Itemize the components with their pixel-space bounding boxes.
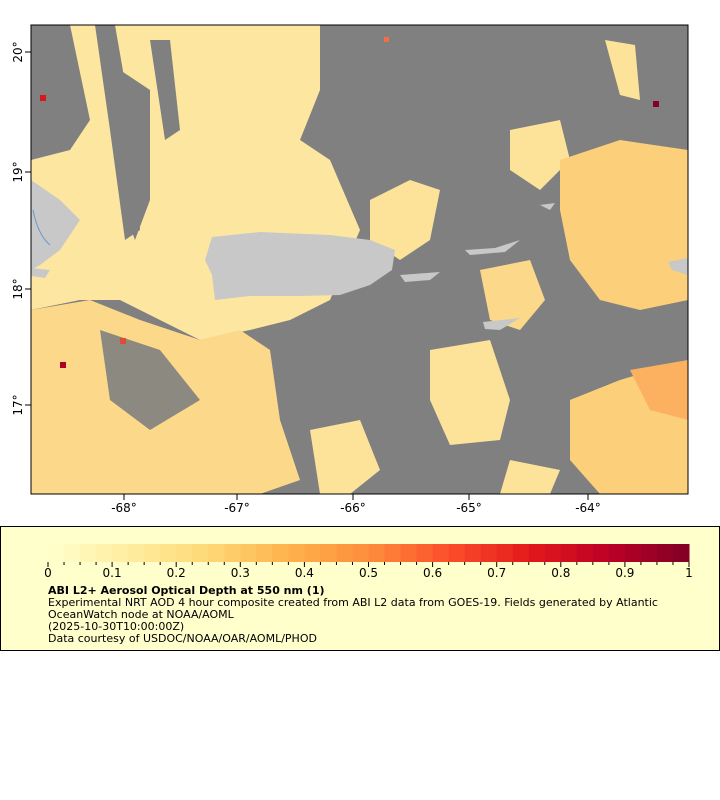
land xyxy=(31,180,688,330)
lat-tick-label: 17° xyxy=(11,394,25,415)
colorbar-step xyxy=(576,544,594,562)
colorbar-step xyxy=(496,544,514,562)
lat-tick-label: 20° xyxy=(11,41,25,62)
legend-panel: 0 0.1 0.2 0.3 0.4 0.5 0.6 0.7 0.8 0.9 1 ABI L2+ Ae… xyxy=(0,526,720,651)
colorbar-tick-label: 0.7 xyxy=(487,566,506,577)
colorbar-step xyxy=(544,544,562,562)
colorbar-step xyxy=(272,544,289,562)
colorbar-step xyxy=(432,544,450,562)
legend-time: (2025-10-30T10:00:00Z) xyxy=(48,620,185,633)
legend-description-1: Experimental NRT AOD 4 hour composite cr… xyxy=(48,596,658,609)
colorbar-step xyxy=(672,544,690,562)
colorbar-tick-label: 0.4 xyxy=(295,566,314,577)
colorbar-step xyxy=(176,544,193,562)
legend-credit: Data courtesy of USDOC/NOAA/OAR/AOML/PHO… xyxy=(48,632,317,645)
legend-description-2: OceanWatch node at NOAA/AOML xyxy=(48,608,234,621)
lon-tick-label: -64° xyxy=(575,501,601,515)
colorbar-tick-label: 0 xyxy=(44,566,52,577)
colorbar-tick-label: 0.9 xyxy=(615,566,634,577)
colorbar-step xyxy=(512,544,530,562)
colorbar-step xyxy=(224,544,241,562)
colorbar-step xyxy=(192,544,209,562)
colorbar-step xyxy=(384,544,402,562)
colorbar-step xyxy=(368,544,386,562)
colorbar-tick-label: 1 xyxy=(685,566,693,577)
colorbar-step xyxy=(288,544,305,562)
colorbar-tick-label: 0.2 xyxy=(167,566,186,577)
colorbar-tick-label: 0.3 xyxy=(231,566,250,577)
colorbar-step xyxy=(96,544,113,562)
colorbar-step xyxy=(560,544,578,562)
colorbar-step xyxy=(112,544,129,562)
colorbar-step xyxy=(448,544,466,562)
lon-tick-label: -65° xyxy=(456,501,482,515)
river-line xyxy=(32,209,51,246)
hispaniola-land xyxy=(31,180,80,270)
colorbar-step xyxy=(624,544,642,562)
colorbar-step xyxy=(640,544,658,562)
lon-tick-label: -68° xyxy=(111,501,137,515)
colorbar-step xyxy=(64,544,81,562)
lon-tick-label: -67° xyxy=(224,501,250,515)
colorbar-step xyxy=(128,544,145,562)
colorbar-tick-label: 0.6 xyxy=(423,566,442,577)
colorbar-step xyxy=(336,544,353,562)
st-croix-land xyxy=(483,318,520,330)
lat-tick-label: 18° xyxy=(11,278,25,299)
puerto-rico-land xyxy=(205,232,395,300)
lat-tick-label: 19° xyxy=(11,161,25,182)
colorbar-step xyxy=(608,544,626,562)
colorbar-step xyxy=(144,544,161,562)
colorbar-tick-label: 0.5 xyxy=(359,566,378,577)
colorbar-step xyxy=(480,544,498,562)
lon-tick-label: -66° xyxy=(340,501,366,515)
colorbar-step xyxy=(352,544,369,562)
virgin-islands-land xyxy=(465,240,520,255)
colorbar-step xyxy=(416,544,434,562)
legend-title: ABI L2+ Aerosol Optical Depth at 550 nm … xyxy=(48,584,325,597)
colorbar-tick-label: 0.1 xyxy=(103,566,122,577)
colorbar-step xyxy=(464,544,482,562)
colorbar-step xyxy=(256,544,273,562)
aod-map: -68° -67° -66° -65° -64° 20° 19° 18° 17° xyxy=(11,24,689,515)
colorbar-step xyxy=(400,544,418,562)
colorbar-step xyxy=(592,544,610,562)
colorbar: 0 0.1 0.2 0.3 0.4 0.5 0.6 0.7 0.8 0.9 1 xyxy=(44,544,693,577)
colorbar-step xyxy=(240,544,257,562)
vieques-land xyxy=(400,272,440,282)
plot-frame xyxy=(30,24,689,495)
colorbar-step xyxy=(528,544,546,562)
colorbar-step xyxy=(656,544,674,562)
colorbar-step xyxy=(48,544,65,562)
axes: -68° -67° -66° -65° -64° 20° 19° 18° 17° xyxy=(11,41,601,515)
colorbar-step xyxy=(160,544,177,562)
colorbar-step xyxy=(320,544,337,562)
colorbar-step xyxy=(80,544,97,562)
colorbar-step xyxy=(304,544,321,562)
colorbar-step xyxy=(208,544,225,562)
colorbar-tick-label: 0.8 xyxy=(551,566,570,577)
